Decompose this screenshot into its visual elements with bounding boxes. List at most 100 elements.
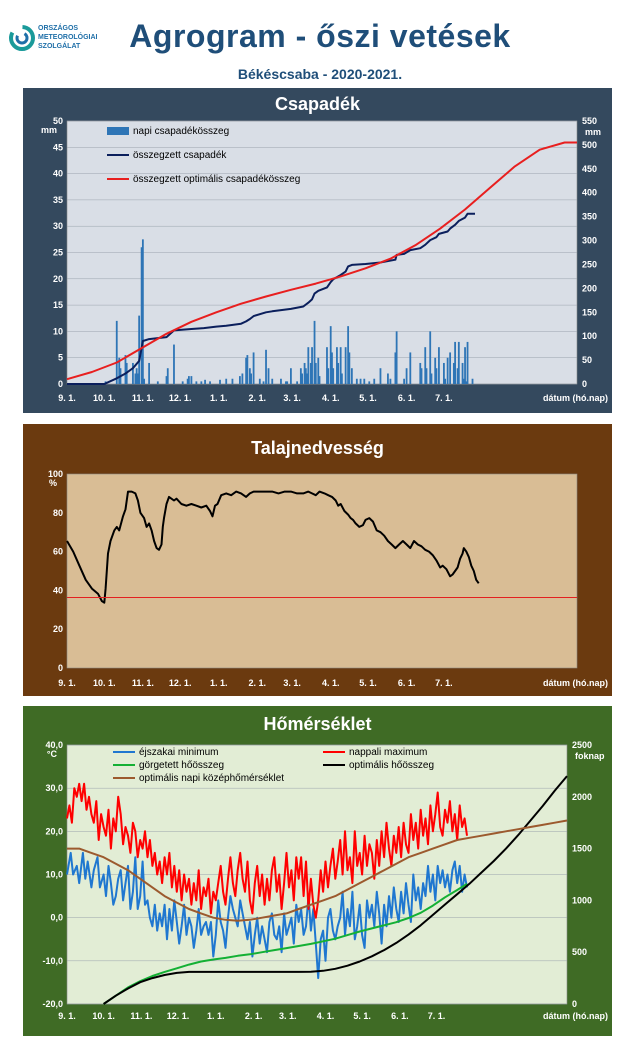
bar xyxy=(143,378,146,384)
soil-moisture-chart: Talajnedvesség 0 20 40 60 80 100% 9. 1. 10. 1. 11… xyxy=(48,438,608,688)
x-tick-label: 10. 1. xyxy=(93,393,116,403)
bar xyxy=(344,347,347,384)
legend-label: napi csapadékösszeg xyxy=(133,126,229,137)
y2-tick-label: 2000 xyxy=(572,792,592,802)
series-line xyxy=(66,141,577,381)
bar xyxy=(471,378,474,384)
y-tick-label: 40 xyxy=(53,169,63,179)
bar xyxy=(419,362,422,384)
bar xyxy=(434,357,437,384)
chart-title: Hőmérséklet xyxy=(263,714,371,734)
y-tick-label: -10,0 xyxy=(42,956,63,966)
bar xyxy=(465,381,468,384)
bar xyxy=(285,381,287,384)
bar xyxy=(204,379,206,384)
bar xyxy=(115,320,118,384)
y-tick-label: 20 xyxy=(53,624,63,634)
x-tick-label: 10. 1. xyxy=(93,678,116,688)
bar xyxy=(239,376,241,384)
bar xyxy=(403,378,405,384)
y-tick-label: 35 xyxy=(53,195,63,205)
bar xyxy=(280,378,282,384)
bar xyxy=(359,378,362,384)
y2-tick-label: 350 xyxy=(582,212,597,222)
x-tick-label: 5. 1. xyxy=(353,1011,371,1021)
bar xyxy=(306,373,308,384)
bar xyxy=(456,368,459,384)
bar xyxy=(394,352,397,384)
y-axis-label: °C xyxy=(47,749,58,759)
bar xyxy=(425,368,428,384)
series-line xyxy=(67,819,568,922)
bar xyxy=(195,381,198,384)
bar xyxy=(134,373,137,384)
bar xyxy=(420,368,423,384)
x-tick-label: 9. 1. xyxy=(58,1011,76,1021)
bar xyxy=(301,373,303,384)
y2-tick-label: 250 xyxy=(582,259,597,269)
bar xyxy=(314,362,317,384)
y-tick-label: 45 xyxy=(53,142,63,152)
x-tick-label: 1. 1. xyxy=(210,393,228,403)
legend-label: nappali maximum xyxy=(349,747,427,758)
y2-tick-label: 100 xyxy=(582,331,597,341)
chart-title: Talajnedvesség xyxy=(251,438,384,458)
bar xyxy=(462,378,465,384)
bar xyxy=(225,378,228,384)
bar xyxy=(296,381,299,384)
x-tick-label: 9. 1. xyxy=(58,678,76,688)
legend-label: görgetett hőösszeg xyxy=(139,760,224,771)
series-line xyxy=(103,775,568,1005)
soil-moisture-panel: Talajnedvesség 0 20 40 60 80 100% 9. 1. 10. 1. 11… xyxy=(23,424,612,696)
legend-label: összegzett optimális csapadékösszeg xyxy=(133,174,300,185)
bar xyxy=(464,347,466,384)
bar xyxy=(454,341,456,384)
bar xyxy=(141,239,144,384)
y-tick-label: 20 xyxy=(53,274,63,284)
series-line xyxy=(66,490,480,604)
bar xyxy=(148,362,150,384)
bar xyxy=(181,381,184,384)
y-tick-label: 60 xyxy=(53,547,63,557)
y2-tick-label: 150 xyxy=(582,307,597,317)
x-tick-label: 3. 1. xyxy=(279,1011,297,1021)
y2-axis-label: foknap xyxy=(575,751,605,761)
legend-swatch xyxy=(107,127,129,135)
bar xyxy=(332,368,335,384)
bar xyxy=(137,373,139,384)
bar xyxy=(173,344,175,384)
bar xyxy=(350,368,353,384)
x-axis-label: dátum (hó.nap) xyxy=(543,393,608,403)
bar xyxy=(363,378,366,384)
y-tick-label: 40 xyxy=(53,585,63,595)
y2-tick-label: 50 xyxy=(582,355,592,365)
x-tick-label: 6. 1. xyxy=(398,393,416,403)
bar xyxy=(246,355,249,384)
x-tick-label: 11. 1. xyxy=(132,393,154,403)
x-tick-label: 1. 1. xyxy=(207,1011,225,1021)
bar xyxy=(327,368,330,384)
bar xyxy=(304,368,307,384)
legend-label: optimális hőösszeg xyxy=(349,760,434,771)
series-line xyxy=(66,851,468,980)
x-tick-label: 10. 1. xyxy=(92,1011,115,1021)
legend-label: összegzett csapadék xyxy=(133,150,227,161)
y-tick-label: 0,0 xyxy=(50,913,63,923)
bar xyxy=(303,362,306,384)
x-tick-label: 11. 1. xyxy=(132,678,154,688)
x-tick-label: 2. 1. xyxy=(245,1011,263,1021)
x-tick-label: 11. 1. xyxy=(130,1011,152,1021)
bar xyxy=(387,373,389,384)
x-tick-label: 7. 1. xyxy=(428,1011,446,1021)
y2-tick-label: 300 xyxy=(582,236,597,246)
bar xyxy=(405,368,408,384)
bar xyxy=(248,368,251,384)
bar xyxy=(443,362,445,384)
x-tick-label: 2. 1. xyxy=(249,393,267,403)
y2-tick-label: 0 xyxy=(582,379,587,389)
bar xyxy=(435,368,438,384)
bar xyxy=(165,376,168,384)
x-tick-label: 3. 1. xyxy=(283,393,301,403)
bar xyxy=(395,331,398,384)
bar xyxy=(355,378,358,384)
